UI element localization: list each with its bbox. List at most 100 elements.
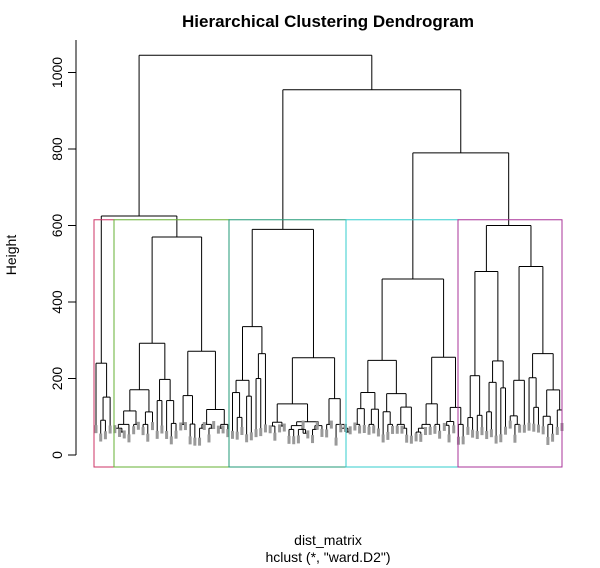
leaf-label — [343, 423, 347, 432]
leaf-label — [367, 426, 371, 435]
leaf-label — [452, 425, 456, 434]
leaf-label — [438, 430, 442, 439]
leaf-label — [263, 424, 267, 433]
leaf-label — [273, 432, 277, 441]
y-tick-label: 1000 — [49, 57, 65, 88]
leaf-label — [409, 435, 413, 444]
leaf-label — [499, 434, 503, 443]
leaf-label — [527, 422, 531, 431]
leaf-label — [226, 429, 230, 438]
leaf-label — [207, 434, 211, 443]
leaf-label — [155, 430, 159, 439]
leaf-label — [165, 430, 169, 439]
leaf-label — [494, 435, 498, 444]
leaf-label — [245, 434, 249, 443]
leaf-label — [183, 422, 187, 431]
leaf-label — [268, 425, 272, 434]
leaf-label — [391, 425, 395, 434]
leaf-label — [325, 429, 329, 438]
leaf-label — [428, 426, 432, 435]
leaf-label — [179, 422, 183, 431]
leaf-label — [249, 432, 253, 441]
leaf-label — [122, 430, 126, 439]
leaf-label — [414, 433, 418, 442]
leaf-label — [108, 425, 112, 434]
leaf-label — [348, 426, 352, 435]
cluster-boxes — [93, 219, 563, 468]
leaf-label — [174, 430, 178, 439]
leaf-label — [461, 436, 465, 445]
leaf-label — [306, 430, 310, 439]
leaf-label — [198, 437, 202, 446]
leaf-label — [442, 422, 446, 431]
leaf-label — [216, 425, 220, 434]
y-tick-label: 0 — [49, 451, 65, 459]
leaf-label — [522, 424, 526, 433]
y-tick-label: 400 — [49, 290, 65, 314]
y-axis-ticks: 0 200 400 600 800 1000 — [49, 57, 76, 459]
y-tick-label: 200 — [49, 367, 65, 391]
leaf-label — [358, 425, 362, 434]
leaf-label — [485, 431, 489, 440]
leaf-label — [433, 425, 437, 434]
leaf-label — [504, 426, 508, 435]
leaf-label — [235, 431, 239, 440]
leaf-label — [202, 421, 206, 430]
leaf-label — [372, 425, 376, 434]
leaf-label — [146, 433, 150, 442]
leaf-label — [212, 421, 216, 430]
leaf-label — [231, 430, 235, 439]
leaf-label — [419, 433, 423, 442]
leaf-label — [447, 434, 451, 443]
leaf-label — [94, 425, 98, 434]
leaf-label — [400, 425, 404, 434]
leaf-label — [221, 425, 225, 434]
leaf-label — [466, 426, 470, 435]
leaf-label — [395, 425, 399, 434]
leaf-label — [546, 436, 550, 445]
leaf-label — [160, 425, 164, 434]
leaf-labels — [94, 420, 564, 446]
leaf-label — [301, 420, 305, 429]
leaf-label — [141, 427, 145, 436]
leaf-label — [282, 423, 286, 432]
leaf-label — [287, 435, 291, 444]
leaf-label — [315, 421, 319, 430]
leaf-label — [353, 422, 357, 431]
leaf-label — [489, 429, 493, 438]
leaf-label — [513, 434, 517, 443]
leaf-label — [518, 424, 522, 433]
leaf-label — [329, 420, 333, 429]
leaf-label — [532, 423, 536, 432]
leaf-label — [423, 427, 427, 436]
leaf-label — [103, 431, 107, 440]
leaf-label — [386, 431, 390, 440]
leaf-label — [150, 422, 154, 431]
leaf-label — [254, 429, 258, 438]
chart-title: Hierarchical Clustering Dendrogram — [182, 12, 474, 31]
y-axis-label: Height — [3, 235, 19, 276]
leaf-label — [541, 426, 545, 435]
leaf-label — [127, 434, 131, 443]
leaf-label — [551, 433, 555, 442]
leaf-label — [292, 436, 296, 445]
leaf-label — [471, 429, 475, 438]
dendrogram-tree — [95, 54, 563, 440]
leaf-label — [188, 436, 192, 445]
leaf-label — [405, 434, 409, 443]
leaf-label — [169, 436, 173, 445]
leaf-label — [555, 426, 559, 435]
leaf-label — [475, 431, 479, 440]
y-tick-label: 600 — [49, 214, 65, 238]
leaf-label — [136, 421, 140, 430]
leaf-label — [480, 427, 484, 436]
leaf-label — [311, 435, 315, 444]
leaf-label — [381, 434, 385, 443]
leaf-label — [193, 437, 197, 446]
leaf-label — [320, 428, 324, 437]
leaf-label — [118, 428, 122, 437]
leaf-label — [334, 437, 338, 446]
y-tick-label: 800 — [49, 137, 65, 161]
leaf-label — [278, 424, 282, 433]
